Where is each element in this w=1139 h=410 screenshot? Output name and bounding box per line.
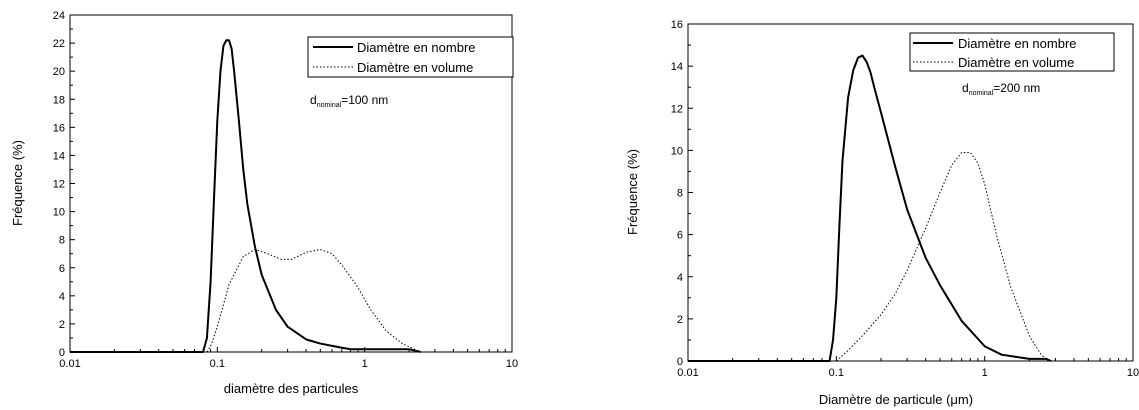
chart-right: 0 2 4 6 8 10 12 14 16 0.01 0.1 1 10 Fréquence (%) Di… — [625, 19, 1139, 407]
chart-left-y-tick-label: 14 — [53, 150, 65, 162]
chart-right-y-tick-label: 0 — [677, 356, 683, 368]
chart-left-x-tick-label: 0.1 — [210, 358, 225, 370]
chart-right-legend-series2: Diamètre en volume — [958, 55, 1074, 70]
chart-left-annotation: dnominal=100 nm — [310, 93, 388, 109]
chart-right-plot-frame — [687, 23, 1134, 362]
chart-right-series — [688, 54, 1052, 362]
chart-right-annotation: dnominal=200 nm — [962, 81, 1040, 97]
chart-right-series-volume-line — [835, 151, 1049, 362]
chart-right-y-tick-label: 2 — [677, 314, 683, 326]
chart-right-y-tick-label: 6 — [677, 230, 683, 242]
chart-right-legend-series1: Diamètre en nombre — [958, 36, 1077, 51]
chart-left-y-tick-label: 24 — [53, 10, 65, 22]
chart-left-y-tick-label: 16 — [53, 122, 65, 134]
chart-left-y-tick-label: 10 — [53, 207, 65, 219]
chart-left-legend-series1: Diamètre en nombre — [357, 40, 476, 55]
chart-left-x-tick-label: 0.01 — [59, 358, 80, 370]
chart-left-legend-series2: Diamètre en volume — [357, 60, 473, 75]
chart-left-y-tick-label: 4 — [59, 291, 65, 303]
chart-right-series-number-line — [688, 54, 1052, 362]
chart-right-y-tick-label: 8 — [677, 188, 683, 200]
chart-right-y-axis-label: Fréquence (%) — [625, 149, 640, 235]
chart-left-y-tick-label: 22 — [53, 38, 65, 50]
chart-left-y-tick-label: 2 — [59, 319, 65, 331]
chart-right-y-tick-label: 14 — [671, 61, 683, 73]
chart-right-x-tick-label: 10 — [1127, 367, 1139, 379]
chart-left-legend-box — [307, 36, 514, 78]
chart-right-y-tick-label: 4 — [677, 272, 683, 284]
chart-left-y-tick-label: 18 — [53, 94, 65, 106]
chart-left-y-tick-label: 20 — [53, 66, 65, 78]
chart-right-legend-box — [909, 32, 1115, 72]
chart-right-y-tick-label: 12 — [671, 103, 683, 115]
chart-right-y-tick-label: 10 — [671, 145, 683, 157]
chart-left-y-tick-label: 12 — [53, 179, 65, 191]
chart-right-y-tick-label: 16 — [671, 19, 683, 31]
chart-left-y-tick-label: 0 — [59, 347, 65, 359]
chart-right-x-tick-label: 0.1 — [829, 367, 844, 379]
chart-right-x-tick-label: 0.01 — [677, 367, 698, 379]
chart-left-x-tick-label: 1 — [362, 358, 368, 370]
chart-right-legend: Diamètre en nombre Diamètre en volume — [909, 32, 1115, 72]
chart-right-ticks: 0 2 4 6 8 10 12 14 16 0.01 0.1 1 10 — [671, 19, 1139, 379]
chart-left-series — [70, 39, 421, 353]
chart-left-plot-frame — [69, 14, 513, 353]
chart-left-y-tick-label: 8 — [59, 235, 65, 247]
chart-left-y-tick-label: 6 — [59, 263, 65, 275]
chart-left-legend: Diamètre en nombre Diamètre en volume — [307, 36, 514, 78]
chart-left-x-tick-label: 10 — [506, 358, 518, 370]
chart-left-series-volume-line — [206, 249, 421, 353]
chart-right-x-tick-label: 1 — [982, 367, 988, 379]
chart-left-series-number-line — [70, 39, 421, 353]
chart-right-x-axis-label: Diamètre de particule (μm) — [819, 392, 973, 407]
chart-left-x-axis-label: diamètre des particules — [224, 381, 359, 396]
chart-left-y-axis-label: Fréquence (%) — [10, 140, 25, 226]
